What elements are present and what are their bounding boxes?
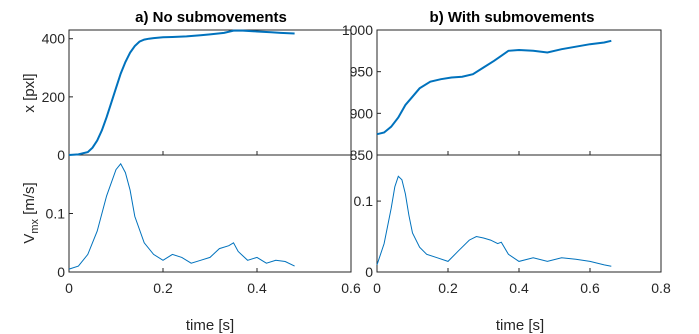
x-tick-label: 0.2 [153, 280, 173, 296]
ylabel-subscript: mx [29, 219, 41, 234]
panel-b-title: b) With submovements [430, 9, 595, 26]
x-tick-label: 0.4 [247, 280, 267, 296]
panel-a-top-frame [68, 29, 352, 156]
x-tick-label: 0.8 [651, 280, 671, 296]
y-tick-label: 400 [42, 31, 66, 47]
svg-text:Vmx [m/s]: Vmx [m/s] [21, 182, 41, 243]
y-tick-label: 0 [57, 147, 65, 163]
panel-b-xlabel: time [s] [496, 317, 544, 334]
y-tick-label: 850 [350, 147, 374, 163]
y-tick-label: 200 [42, 89, 66, 105]
y-tick-label: 0 [57, 264, 65, 280]
panel-a-title: a) No submovements [135, 9, 287, 26]
y-tick-label: 0 [365, 264, 373, 280]
x-tick-label: 0 [373, 280, 381, 296]
panel-a: a) No submovements x [pxl] Vmx [m/s] tim… [21, 9, 361, 334]
panel-a-bottom-ylabel: Vmx [m/s] [21, 182, 41, 243]
y-tick-label: 900 [350, 105, 374, 121]
panel-a-velocity-line [68, 162, 295, 270]
panel-a-position-line [68, 29, 295, 156]
panel-b-bottom-frame [376, 154, 662, 273]
x-tick-label: 0 [65, 280, 73, 296]
panel-b-position-line [376, 39, 612, 136]
y-tick-label: 1000 [342, 22, 373, 38]
panel-b-axes: 0 0.2 0.4 0.6 0.8 850 900 950 1000 0 0.1 [342, 22, 671, 296]
y-tick-label: 0.1 [354, 193, 374, 209]
panel-a-xlabel: time [s] [186, 317, 234, 334]
x-tick-label: 0.6 [580, 280, 600, 296]
x-tick-label: 0.6 [341, 280, 361, 296]
y-tick-label: 950 [350, 64, 374, 80]
panel-b-velocity-line [376, 175, 612, 267]
panel-a-axes: 0 0.2 0.4 0.6 0 200 400 0 0.1 [42, 31, 361, 296]
panel-a-top-ylabel: x [pxl] [21, 73, 38, 112]
y-tick-label: 0.1 [46, 206, 66, 222]
x-tick-label: 0.4 [509, 280, 529, 296]
panel-b-top-frame [376, 29, 662, 156]
panel-b: b) With submovements time [s] 0 0.2 0.4 0.6… [342, 9, 671, 334]
panel-a-bottom-frame [68, 154, 352, 273]
x-tick-label: 0.2 [438, 280, 458, 296]
